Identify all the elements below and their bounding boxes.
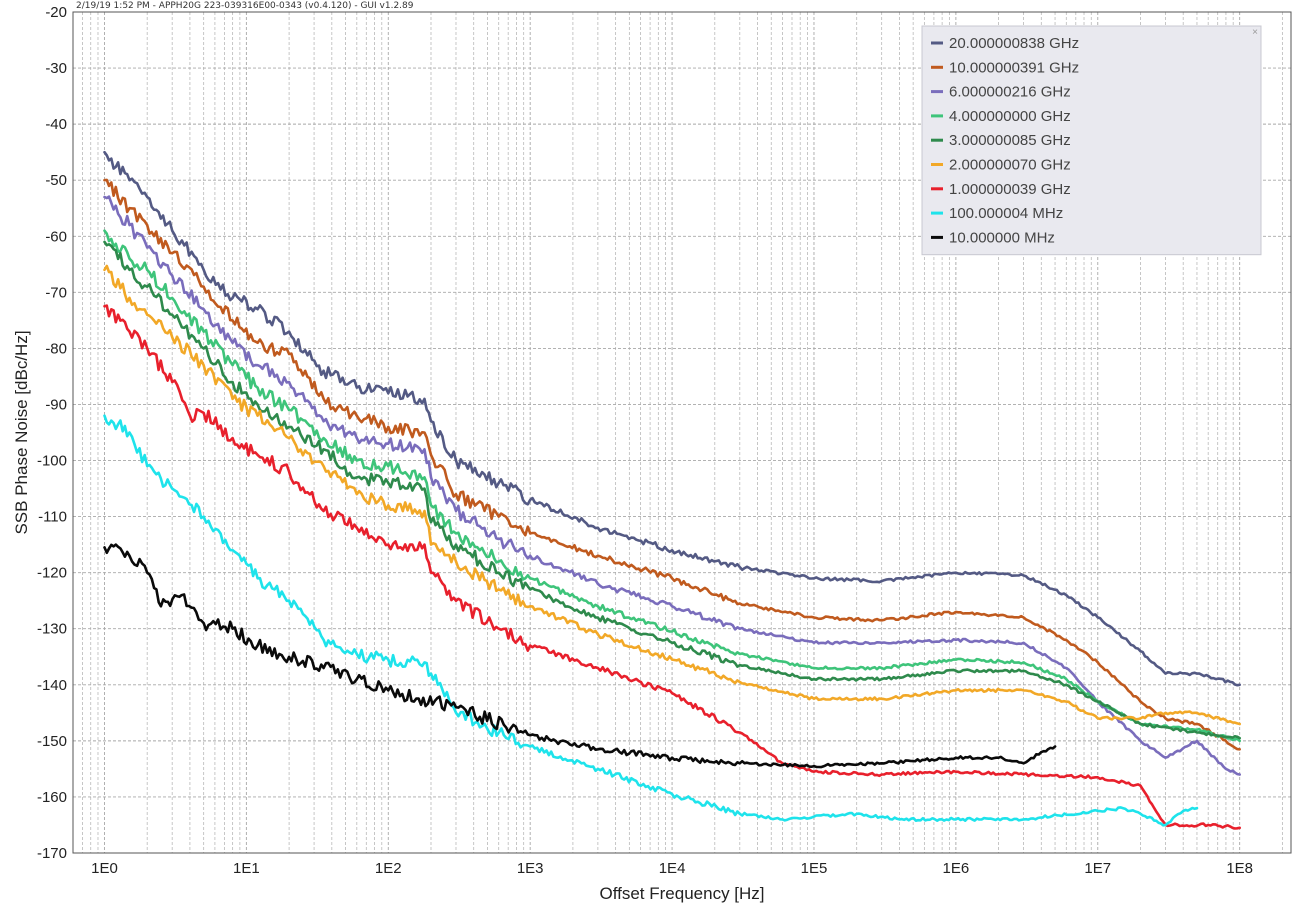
legend-item: 4.000000000 GHz <box>931 108 1071 125</box>
y-tick-label: -110 <box>38 509 67 526</box>
legend-item: 3.000000085 GHz <box>931 132 1071 149</box>
series-line <box>103 178 1241 751</box>
legend-item: 10.000000 MHz <box>931 229 1055 246</box>
legend-label: 4.000000000 GHz <box>949 108 1071 125</box>
y-tick-label: -150 <box>37 733 67 750</box>
series-line <box>103 229 1241 743</box>
series-line <box>103 543 1057 769</box>
close-icon[interactable]: × <box>1252 27 1258 38</box>
legend-label: 10.000000 MHz <box>949 229 1055 246</box>
x-axis-title: Offset Frequency [Hz] <box>599 884 764 903</box>
x-tick-label: 1E1 <box>233 860 260 877</box>
y-tick-label: -130 <box>37 621 67 638</box>
y-tick-label: -90 <box>45 396 67 413</box>
series-line <box>103 304 1241 830</box>
legend-items: 20.000000838 GHz 10.000000391 GHz 6.000000… <box>931 35 1079 246</box>
y-tick-label: -120 <box>37 565 67 582</box>
series-group <box>103 150 1241 830</box>
legend-label: 3.000000085 GHz <box>949 132 1071 149</box>
x-tick-label: 1E0 <box>91 860 118 877</box>
window-title: 2/19/19 1:52 PM - APPH20G 223-039316E00-… <box>76 1 414 11</box>
legend-item: 10.000000391 GHz <box>931 59 1079 76</box>
y-tick-label: -40 <box>45 116 67 133</box>
legend-label: 1.000000039 GHz <box>949 181 1071 198</box>
legend-item: 2.000000070 GHz <box>931 157 1071 174</box>
y-tick-label: -20 <box>45 4 67 21</box>
x-axis-ticks: 1E0 1E1 1E2 1E3 1E4 1E5 1E6 1E7 1E8 <box>91 860 1253 877</box>
y-tick-label: -70 <box>45 284 67 301</box>
y-tick-label: -60 <box>45 228 67 245</box>
legend-item: 6.000000216 GHz <box>931 84 1071 101</box>
legend-item: 100.000004 MHz <box>931 205 1063 222</box>
legend-label: 20.000000838 GHz <box>949 35 1079 52</box>
y-tick-label: -170 <box>37 845 67 862</box>
series-line <box>103 240 1241 740</box>
legend-item: 1.000000039 GHz <box>931 181 1071 198</box>
y-tick-label: -160 <box>37 789 67 806</box>
y-axis-ticks: -20 -30 -40 -50 -60 -70 -80 -90 -100 -110 -120 -130… <box>37 4 67 862</box>
legend-item: 20.000000838 GHz <box>931 35 1079 52</box>
x-tick-label: 1E3 <box>517 860 544 877</box>
legend-label: 10.000000391 GHz <box>949 59 1079 76</box>
series-line <box>103 264 1241 726</box>
x-tick-label: 1E4 <box>659 860 686 877</box>
y-tick-label: -50 <box>45 172 67 189</box>
series-line <box>103 414 1199 827</box>
y-tick-label: -140 <box>37 677 67 694</box>
y-tick-label: -100 <box>37 453 67 470</box>
series-line <box>103 195 1241 776</box>
x-tick-label: 1E2 <box>375 860 402 877</box>
legend-label: 6.000000216 GHz <box>949 84 1071 101</box>
x-tick-label: 1E6 <box>943 860 970 877</box>
series-line <box>103 150 1241 687</box>
x-tick-label: 1E8 <box>1226 860 1253 877</box>
y-axis-title: SSB Phase Noise [dBc/Hz] <box>12 330 31 534</box>
plot-area <box>72 11 1292 854</box>
legend-label: 2.000000070 GHz <box>949 157 1071 174</box>
y-tick-label: -30 <box>45 60 67 77</box>
y-tick-label: -80 <box>45 340 67 357</box>
x-tick-label: 1E5 <box>801 860 828 877</box>
legend: × 20.000000838 GHz 10.000000391 GHz 6.0000… <box>921 25 1262 256</box>
legend-label: 100.000004 MHz <box>949 205 1063 222</box>
legend-box <box>921 25 1262 256</box>
x-tick-label: 1E7 <box>1084 860 1111 877</box>
